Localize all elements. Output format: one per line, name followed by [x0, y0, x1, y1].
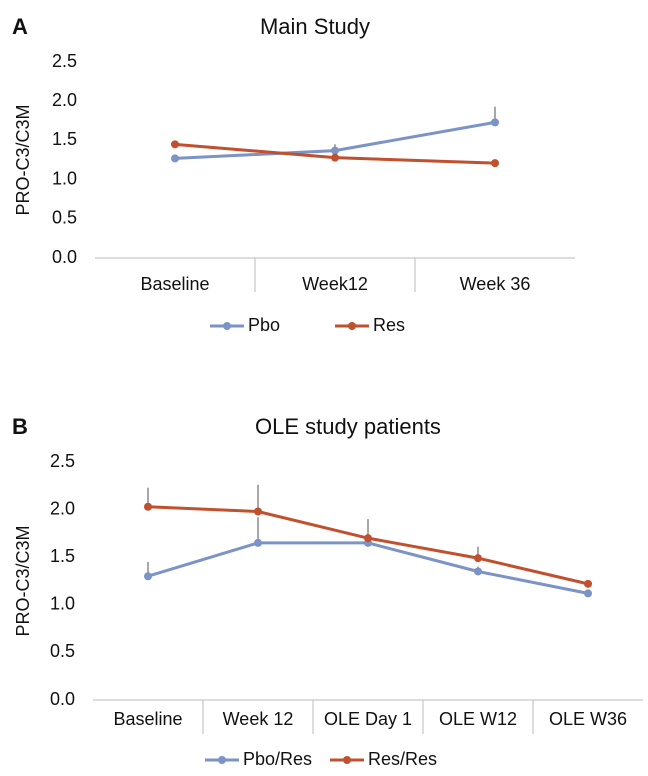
- legend-marker: [348, 322, 356, 330]
- x-tick-label: Baseline: [140, 274, 209, 294]
- y-tick-label: 1.0: [50, 594, 75, 614]
- legend-marker: [343, 756, 351, 764]
- y-tick-label: 1.5: [52, 129, 77, 149]
- panel-label: B: [12, 414, 28, 439]
- legend-label: Pbo: [248, 315, 280, 335]
- legend-label: Res: [373, 315, 405, 335]
- chart-title: OLE study patients: [255, 414, 441, 439]
- y-tick-label: 1.5: [50, 546, 75, 566]
- point: [171, 154, 179, 163]
- point: [491, 159, 499, 168]
- y-tick-label: 2.5: [50, 451, 75, 471]
- y-tick-label: 1.0: [52, 168, 77, 188]
- y-tick-label: 2.0: [50, 498, 75, 518]
- y-tick-label: 0.0: [52, 247, 77, 267]
- legend-label: Pbo/Res: [243, 749, 312, 769]
- x-tick-label: Week12: [302, 274, 368, 294]
- point: [584, 579, 592, 588]
- legend-marker: [223, 322, 231, 330]
- y-tick-label: 0.5: [52, 208, 77, 228]
- x-tick-label: Week 12: [223, 709, 294, 729]
- y-tick-label: 2.5: [52, 51, 77, 71]
- point: [331, 153, 339, 162]
- panel-label: A: [12, 14, 28, 39]
- x-tick-label: OLE Day 1: [324, 709, 412, 729]
- y-axis-label: PRO-C3/C3M: [13, 104, 33, 215]
- legend-marker: [218, 756, 226, 764]
- point: [254, 507, 262, 516]
- x-tick-label: OLE W36: [549, 709, 627, 729]
- point: [171, 140, 179, 149]
- point: [331, 146, 339, 155]
- point: [474, 554, 482, 563]
- point: [364, 534, 372, 543]
- y-tick-label: 0.0: [50, 689, 75, 709]
- x-tick-label: OLE W12: [439, 709, 517, 729]
- point: [254, 538, 262, 547]
- point: [144, 572, 152, 581]
- chart-title: Main Study: [260, 14, 370, 39]
- x-tick-label: Week 36: [460, 274, 531, 294]
- point: [474, 567, 482, 576]
- y-tick-label: 0.5: [50, 641, 75, 661]
- x-tick-label: Baseline: [113, 709, 182, 729]
- y-tick-label: 2.0: [52, 90, 77, 110]
- y-axis-label: PRO-C3/C3M: [13, 525, 33, 636]
- point: [491, 118, 499, 127]
- legend-label: Res/Res: [368, 749, 437, 769]
- point: [584, 589, 592, 598]
- point: [144, 502, 152, 511]
